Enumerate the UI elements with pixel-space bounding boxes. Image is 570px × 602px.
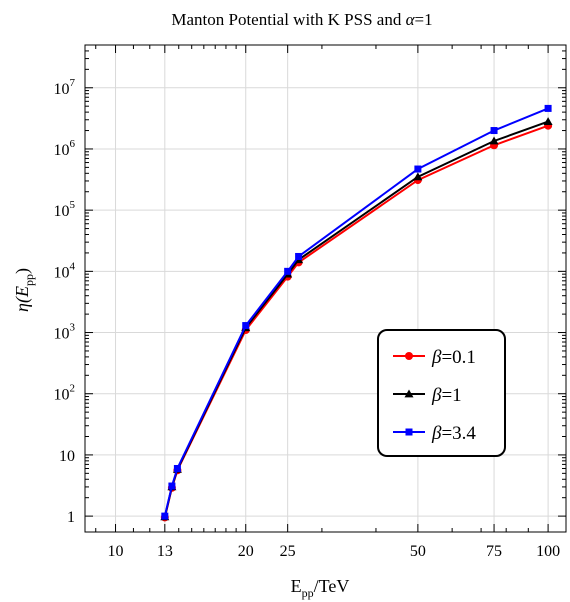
series-0 bbox=[160, 121, 553, 522]
series-2 bbox=[161, 104, 552, 520]
series-layer bbox=[160, 104, 553, 522]
y-tick-label: 10 bbox=[59, 448, 75, 465]
data-point bbox=[413, 172, 423, 181]
legend-label: β=3.4 bbox=[431, 423, 476, 444]
x-tick-label: 50 bbox=[410, 543, 426, 560]
data-point bbox=[161, 512, 169, 520]
legend-marker bbox=[404, 389, 414, 398]
x-tick-label: 20 bbox=[238, 543, 254, 560]
data-point bbox=[284, 267, 292, 275]
series-line bbox=[163, 124, 549, 518]
data-point bbox=[295, 252, 303, 260]
data-point bbox=[414, 165, 422, 173]
y-tick-label: 102 bbox=[54, 383, 76, 404]
chart-title: Manton Potential with K PSS and α=1 bbox=[171, 10, 432, 29]
y-tick-label: 104 bbox=[54, 260, 76, 281]
data-point bbox=[544, 104, 552, 112]
legend-label: β=1 bbox=[431, 385, 462, 406]
series-line bbox=[163, 120, 549, 518]
data-point bbox=[242, 322, 250, 330]
y-tick-label: 103 bbox=[54, 322, 76, 343]
legend-label: β=0.1 bbox=[431, 347, 476, 368]
data-point bbox=[489, 136, 499, 145]
legend-marker bbox=[405, 352, 413, 360]
x-tick-label: 25 bbox=[280, 543, 296, 560]
data-point bbox=[168, 482, 176, 490]
y-tick-label: 105 bbox=[54, 199, 76, 220]
legend: β=0.1 β=1 β=3.4 bbox=[377, 329, 506, 457]
plot-frame bbox=[84, 44, 567, 533]
y-tick-label: 1 bbox=[67, 509, 75, 526]
x-tick-label: 13 bbox=[157, 543, 173, 560]
data-point bbox=[543, 117, 553, 125]
legend-box bbox=[377, 329, 506, 457]
y-tick-labels: 1 10 102 103 104 105 106 107 bbox=[54, 77, 76, 526]
x-tick-label: 100 bbox=[536, 543, 560, 560]
y-axis-label: η(Epp) bbox=[12, 268, 36, 312]
y-tick-label: 106 bbox=[54, 138, 76, 159]
ticks bbox=[85, 44, 566, 532]
data-point bbox=[490, 127, 498, 135]
x-tick-labels: 10 13 20 25 50 75 100 bbox=[108, 543, 561, 560]
grid bbox=[85, 45, 566, 532]
legend-marker bbox=[405, 428, 413, 436]
x-tick-label: 10 bbox=[108, 543, 124, 560]
y-tick-label: 107 bbox=[54, 77, 76, 98]
x-axis-label: Epp/TeV bbox=[291, 576, 350, 600]
x-tick-label: 75 bbox=[486, 543, 502, 560]
data-point bbox=[173, 464, 181, 472]
